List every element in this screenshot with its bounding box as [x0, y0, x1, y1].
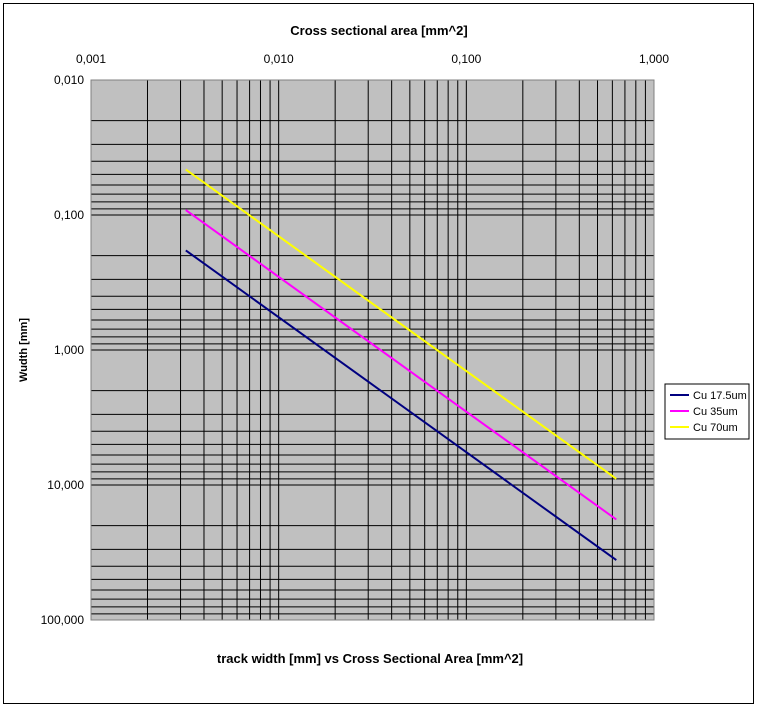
x-tick-label: 0,010: [264, 52, 294, 66]
top-axis-label: Cross sectional area [mm^2]: [290, 23, 467, 38]
series-line-3: [185, 168, 617, 480]
legend-label: Cu 70um: [693, 422, 738, 434]
x-tick-label: 0,100: [451, 52, 481, 66]
series-line-1: [185, 249, 617, 561]
legend-label: Cu 35um: [693, 406, 738, 418]
y-tick-label: 100,000: [41, 613, 85, 627]
y-tick-label: 1,000: [54, 343, 84, 357]
x-tick-label: 1,000: [639, 52, 669, 66]
y-tick-label: 0,010: [54, 73, 84, 87]
y-tick-label: 0,100: [54, 208, 84, 222]
y-tick-label: 10,000: [47, 478, 84, 492]
chart-title: track width [mm] vs Cross Sectional Area…: [217, 651, 523, 666]
plot-border: [90, 79, 655, 621]
x-tick-label: 0,001: [76, 52, 106, 66]
legend-label: Cu 17.5um: [693, 390, 747, 402]
series-line-2: [185, 209, 617, 521]
y-axis-label: Wudth [mm]: [18, 318, 30, 382]
